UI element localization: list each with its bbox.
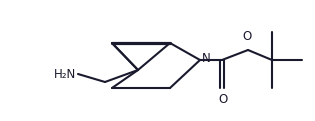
Text: H₂N: H₂N xyxy=(54,68,76,80)
Text: O: O xyxy=(218,93,228,106)
Text: N: N xyxy=(202,53,211,65)
Text: O: O xyxy=(242,30,252,43)
